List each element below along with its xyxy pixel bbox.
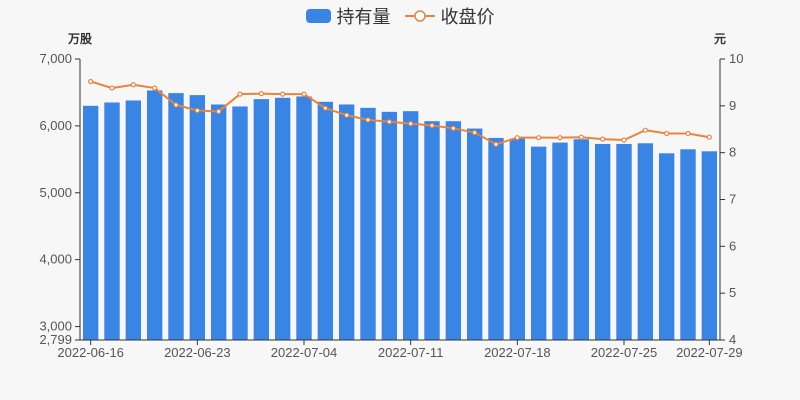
close-price-point[interactable] xyxy=(408,121,414,127)
x-axis-tick-label: 2022-06-23 xyxy=(164,345,231,360)
bar-holdings[interactable] xyxy=(552,142,568,340)
close-price-point[interactable] xyxy=(258,91,264,97)
left-axis-tick-label: 2,799 xyxy=(39,332,72,347)
bar-holdings[interactable] xyxy=(637,143,654,340)
legend-line-swatch xyxy=(404,10,435,22)
right-axis-tick-label: 9 xyxy=(729,98,736,113)
close-price-line xyxy=(90,80,710,146)
close-price-point[interactable] xyxy=(514,135,520,141)
legend-item-close-price[interactable]: 收盘价 xyxy=(404,3,495,29)
left-axis-tick-label: 4,000 xyxy=(39,252,72,267)
bar-holdings[interactable] xyxy=(360,107,376,340)
bar-holdings[interactable] xyxy=(274,97,291,340)
close-price-point[interactable] xyxy=(173,102,179,108)
close-price-point[interactable] xyxy=(600,136,606,142)
bar-holdings[interactable] xyxy=(125,100,142,340)
bar-holdings[interactable] xyxy=(232,106,248,341)
bar-holdings[interactable] xyxy=(616,143,632,340)
right-axis-tick-label: 7 xyxy=(729,192,736,207)
legend-bar-swatch xyxy=(305,9,331,23)
right-axis-tick-label: 6 xyxy=(729,238,736,253)
bar-holdings[interactable] xyxy=(338,104,355,340)
bar-holdings[interactable] xyxy=(168,93,184,340)
bar-holdings[interactable] xyxy=(594,143,611,340)
left-axis-unit: 万股 xyxy=(68,32,93,46)
x-axis-tick-label: 2022-07-04 xyxy=(271,345,338,360)
bar-holdings[interactable] xyxy=(466,128,483,340)
close-price-point[interactable] xyxy=(109,85,115,91)
close-price-point[interactable] xyxy=(621,137,627,143)
x-axis-tick-label: 2022-07-25 xyxy=(591,345,658,360)
close-price-point[interactable] xyxy=(130,82,136,88)
bar-holdings[interactable] xyxy=(104,102,120,340)
close-price-point[interactable] xyxy=(557,135,563,141)
bar-holdings[interactable] xyxy=(189,95,206,341)
bar-holdings[interactable] xyxy=(253,99,270,340)
right-axis-tick-label: 5 xyxy=(729,285,736,300)
bar-holdings[interactable] xyxy=(296,96,312,341)
legend-item-holdings[interactable]: 持有量 xyxy=(305,3,391,29)
close-price-point[interactable] xyxy=(642,127,648,133)
bar-holdings[interactable] xyxy=(488,137,504,340)
bar-holdings[interactable] xyxy=(381,111,398,340)
bar-holdings[interactable] xyxy=(658,153,675,340)
legend-close-price-label: 收盘价 xyxy=(440,7,495,27)
close-price-point[interactable] xyxy=(216,108,222,115)
bar-holdings[interactable] xyxy=(445,121,462,341)
left-axis-tick-label: 6,000 xyxy=(39,118,72,133)
close-price-point[interactable] xyxy=(88,78,94,85)
close-price-point[interactable] xyxy=(685,130,691,137)
close-price-point[interactable] xyxy=(472,129,478,136)
close-price-point[interactable] xyxy=(322,105,328,111)
bar-holdings[interactable] xyxy=(680,149,696,340)
bar-holdings[interactable] xyxy=(402,111,419,340)
bar-holdings[interactable] xyxy=(424,121,440,341)
right-axis-unit: 元 xyxy=(714,32,727,46)
close-price-point[interactable] xyxy=(344,112,350,118)
left-axis-tick-label: 3,000 xyxy=(39,319,72,334)
close-price-point[interactable] xyxy=(493,141,499,147)
legend-holdings-label: 持有量 xyxy=(336,7,391,27)
bar-holdings[interactable] xyxy=(82,105,99,340)
close-price-point[interactable] xyxy=(450,125,456,131)
close-price-point[interactable] xyxy=(365,117,371,123)
chart-legend: 持有量 收盘价 xyxy=(0,3,800,29)
close-price-point[interactable] xyxy=(194,107,200,114)
close-price-point[interactable] xyxy=(578,134,584,140)
x-axis-tick-label: 2022-07-29 xyxy=(676,345,743,360)
x-axis-tick-label: 2022-07-18 xyxy=(484,345,551,360)
bar-holdings[interactable] xyxy=(317,101,334,340)
close-price-point[interactable] xyxy=(280,91,286,97)
right-axis-tick-label: 4 xyxy=(729,332,736,347)
x-axis-tick-label: 2022-06-16 xyxy=(57,345,124,360)
close-price-point[interactable] xyxy=(301,91,307,97)
close-price-point[interactable] xyxy=(237,91,243,97)
right-axis-tick-label: 10 xyxy=(729,51,743,66)
bar-holdings[interactable] xyxy=(210,104,227,340)
left-axis-tick-label: 7,000 xyxy=(39,51,72,66)
close-price-point[interactable] xyxy=(664,130,670,137)
close-price-point[interactable] xyxy=(386,119,392,125)
x-axis-tick-label: 2022-07-11 xyxy=(378,345,444,360)
close-price-point[interactable] xyxy=(706,134,712,140)
bar-holdings[interactable] xyxy=(701,151,718,340)
close-price-point[interactable] xyxy=(429,122,435,129)
bar-holdings[interactable] xyxy=(146,90,163,340)
right-axis-tick-label: 8 xyxy=(729,145,736,160)
close-price-point[interactable] xyxy=(536,135,542,141)
bar-holdings[interactable] xyxy=(509,138,526,340)
close-price-point[interactable] xyxy=(152,85,158,91)
left-axis-tick-label: 5,000 xyxy=(39,185,72,200)
bar-holdings[interactable] xyxy=(530,146,547,340)
bar-holdings[interactable] xyxy=(573,139,590,340)
